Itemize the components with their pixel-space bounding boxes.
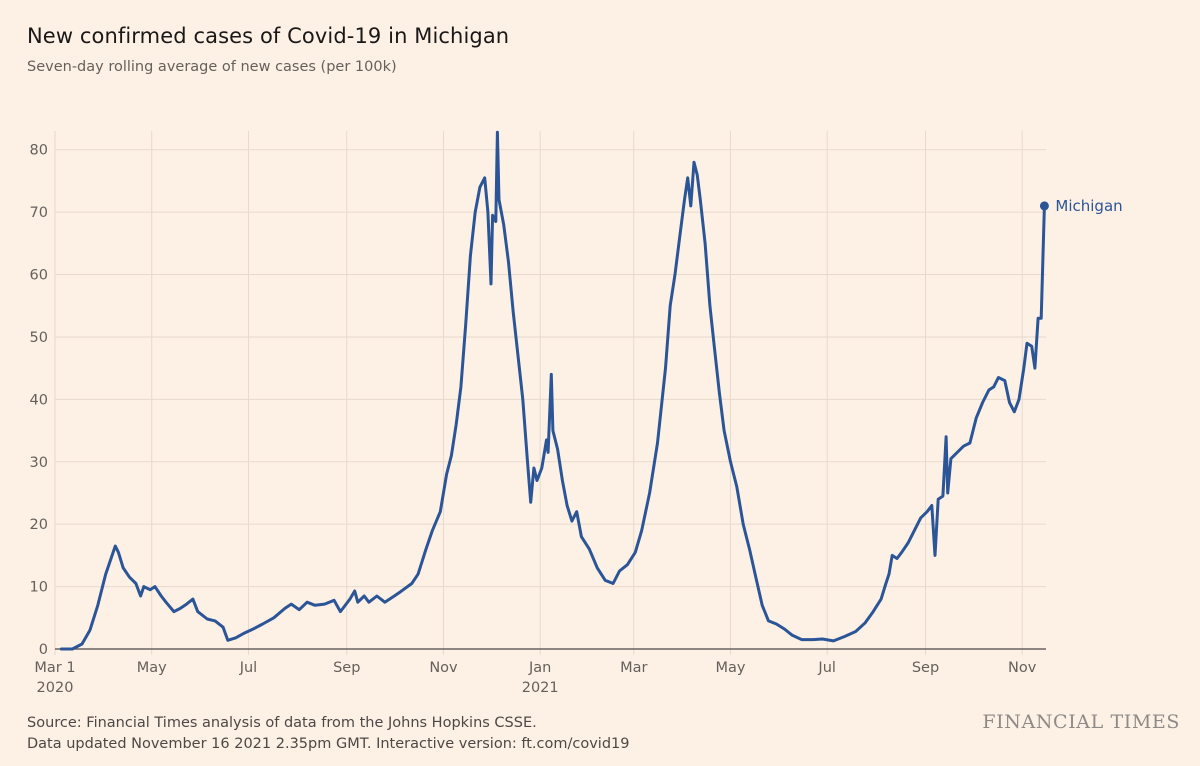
x-tick-label: Mar 1 <box>34 660 75 676</box>
x-axis-labels: Mar 1 2020 May Jul Sep Nov Jan 2021 Mar May Jul Sep… <box>34 660 1036 696</box>
x-tick-label: Jan <box>528 660 551 676</box>
y-tick-label: 50 <box>30 330 48 346</box>
source-note: Source: Financial Times analysis of data… <box>27 713 630 755</box>
x-gridlines <box>54 131 1023 655</box>
source-line-1: Source: Financial Times analysis of data… <box>27 715 537 731</box>
x-tick-label: Nov <box>1008 660 1037 676</box>
x-tick-label: Jul <box>817 660 836 676</box>
series-end-marker <box>1039 201 1049 211</box>
x-tick-label: Nov <box>429 660 458 676</box>
y-axis-labels: 0 10 20 30 40 50 60 70 80 <box>30 143 48 658</box>
y-tick-label: 20 <box>30 517 48 533</box>
x-tick-label: Sep <box>333 660 360 676</box>
y-tick-label: 80 <box>30 143 48 159</box>
y-tick-label: 60 <box>30 268 48 284</box>
x-tick-label: May <box>715 660 745 676</box>
y-tick-label: 30 <box>30 455 48 471</box>
y-gridlines <box>55 149 1046 588</box>
chart-subtitle: Seven-day rolling average of new cases (… <box>27 59 397 75</box>
series-label-michigan: Michigan <box>1055 197 1122 215</box>
x-tick-label: Jul <box>239 660 258 676</box>
series-line-michigan <box>59 130 1046 651</box>
x-tick-label: May <box>137 660 167 676</box>
x-tick-label: Sep <box>912 660 939 676</box>
chart-title: New confirmed cases of Covid-19 in Michi… <box>27 24 510 48</box>
source-line-2: Data updated November 16 2021 2.35pm GMT… <box>27 736 630 752</box>
y-tick-label: 10 <box>30 580 48 596</box>
ft-logo: FINANCIAL TIMES <box>982 711 1180 733</box>
x-tick-year-label: 2020 <box>37 680 74 696</box>
x-tick-year-label: 2021 <box>522 680 559 696</box>
y-tick-label: 40 <box>30 392 48 408</box>
y-tick-label: 70 <box>30 205 48 221</box>
y-tick-label: 0 <box>39 642 48 658</box>
x-tick-label: Mar <box>620 660 647 676</box>
